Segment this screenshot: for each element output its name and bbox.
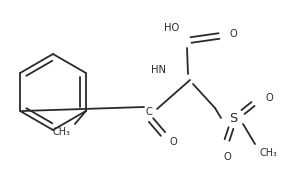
- Text: O: O: [265, 93, 273, 103]
- Text: HO: HO: [164, 23, 179, 33]
- Text: O: O: [169, 137, 177, 147]
- Text: CH₃: CH₃: [52, 127, 70, 137]
- Text: O: O: [229, 29, 237, 39]
- Text: S: S: [229, 112, 237, 125]
- Text: CH₃: CH₃: [259, 148, 277, 158]
- Text: C: C: [146, 107, 153, 117]
- Text: HN: HN: [151, 65, 166, 75]
- Text: O: O: [223, 152, 231, 162]
